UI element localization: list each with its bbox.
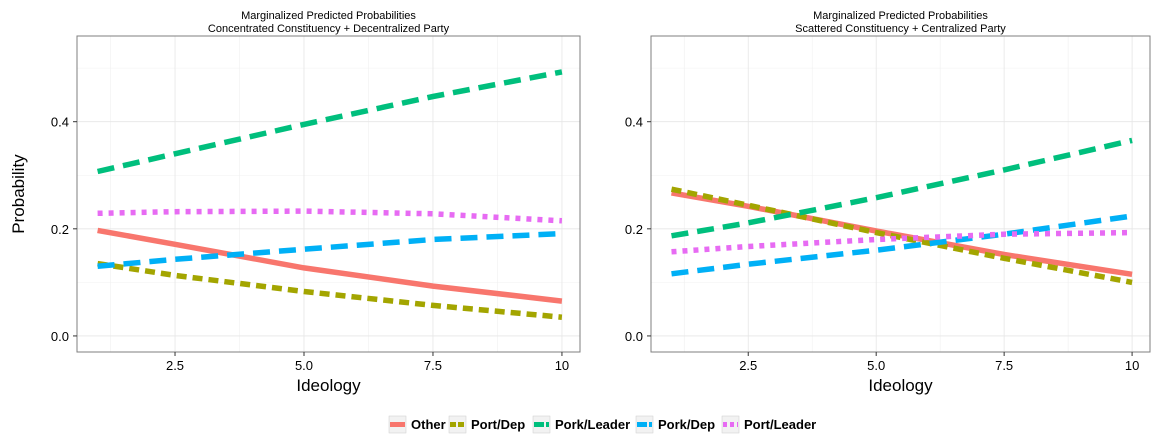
series-line-port-dep bbox=[670, 186, 1133, 286]
y-tick-label: 0.2 bbox=[51, 222, 69, 237]
x-tick-label: 5.0 bbox=[295, 358, 313, 373]
legend-label: Pork/Leader bbox=[555, 417, 630, 432]
series-line-port-leader bbox=[97, 208, 563, 224]
legend-key-box bbox=[448, 415, 467, 434]
y-tick-label: 0.0 bbox=[51, 329, 69, 344]
y-tick-label: 0.2 bbox=[625, 222, 643, 237]
y-tick-label: 0.0 bbox=[625, 329, 643, 344]
series-line-pork-dep bbox=[671, 213, 1133, 277]
chart-subtitle: Scattered Constituency + Centralized Par… bbox=[795, 23, 1006, 35]
y-tick-label: 0.4 bbox=[625, 115, 643, 130]
chart-title: Marginalized Predicted Probabilities bbox=[241, 10, 416, 22]
y-tick-label: 0.4 bbox=[51, 115, 69, 130]
y-axis-title: Probability bbox=[9, 154, 28, 234]
panel-border bbox=[76, 35, 581, 353]
legend-item-port-dep: Port/Dep bbox=[448, 415, 525, 434]
x-tick-label: 7.5 bbox=[995, 358, 1013, 373]
chart-subtitle: Concentrated Constituency + Decentralize… bbox=[208, 23, 450, 35]
series-line-pork-leader bbox=[96, 69, 563, 175]
legend-item-port-leader: Port/Leader bbox=[721, 415, 816, 434]
x-axis-title: Ideology bbox=[868, 376, 933, 395]
x-tick-label: 10 bbox=[1125, 358, 1139, 373]
series-line-other bbox=[97, 227, 563, 304]
legend-item-other: Other bbox=[388, 415, 446, 434]
series-line-pork-leader bbox=[671, 137, 1133, 239]
x-tick-label: 2.5 bbox=[739, 358, 757, 373]
legend-label: Port/Leader bbox=[744, 417, 816, 432]
legend-item-pork-dep: Pork/Dep bbox=[635, 415, 715, 434]
plot-background bbox=[77, 36, 580, 352]
x-tick-label: 2.5 bbox=[166, 358, 184, 373]
x-tick-label: 5.0 bbox=[867, 358, 885, 373]
chart-title: Marginalized Predicted Probabilities bbox=[813, 10, 988, 22]
legend-item-pork-leader: Pork/Leader bbox=[532, 415, 630, 434]
legend-label: Port/Dep bbox=[471, 417, 525, 432]
series-line-pork-dep bbox=[97, 230, 563, 270]
series-line-port-dep bbox=[97, 260, 563, 320]
panel-border bbox=[650, 35, 1151, 353]
x-tick-label: 10 bbox=[555, 358, 569, 373]
legend: Other Port/Dep Pork/Leader Pork/Dep Port/Lea… bbox=[388, 415, 816, 434]
grid-lines bbox=[651, 36, 1150, 352]
x-axis-title: Ideology bbox=[296, 376, 361, 395]
x-tick-label: 7.5 bbox=[424, 358, 442, 373]
chart-panel-1: Marginalized Predicted ProbabilitiesConc… bbox=[9, 10, 581, 395]
chart-panel-2: Marginalized Predicted ProbabilitiesScat… bbox=[625, 10, 1151, 395]
plot-background bbox=[651, 36, 1150, 352]
series-line-port-leader bbox=[671, 229, 1133, 255]
legend-label: Pork/Dep bbox=[658, 417, 715, 432]
legend-label: Other bbox=[411, 417, 446, 432]
